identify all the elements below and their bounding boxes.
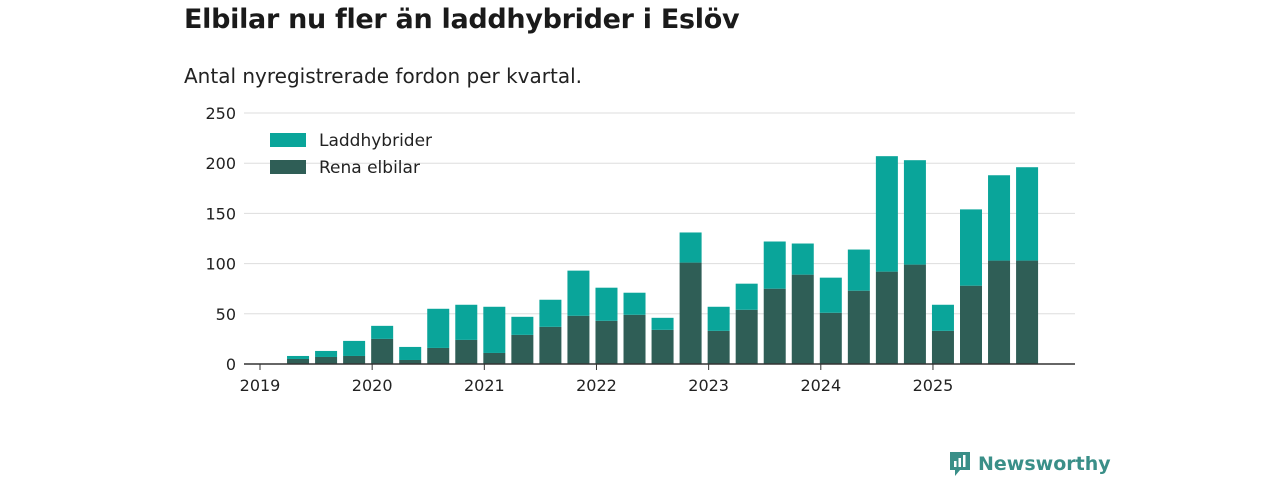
y-axis-ticks: 0 50 100 150 200 250 bbox=[205, 104, 236, 374]
y-tick-label: 0 bbox=[226, 355, 236, 374]
bar-elbilar bbox=[567, 315, 590, 364]
x-axis-ticks: 2019 2020 2021 2022 2023 2024 2025 bbox=[240, 364, 954, 395]
bar-elbilar bbox=[707, 330, 730, 364]
bar-laddhybrider bbox=[960, 209, 982, 286]
brand-logo: Newsworthy bbox=[948, 450, 1111, 478]
bar-laddhybrider bbox=[931, 304, 954, 331]
bar-elbilar bbox=[371, 338, 394, 364]
bar-laddhybrider bbox=[763, 241, 786, 289]
bar-laddhybrider bbox=[483, 306, 506, 353]
chart-title: Elbilar nu fler än laddhybrider i Eslöv bbox=[184, 4, 740, 35]
legend-swatch bbox=[270, 160, 306, 174]
bar-elbilar bbox=[623, 314, 646, 364]
bar-elbilar bbox=[875, 271, 898, 364]
bar-laddhybrider bbox=[847, 249, 870, 291]
bar-laddhybrider bbox=[315, 350, 338, 357]
y-tick-label: 200 bbox=[205, 154, 236, 173]
bar-laddhybrider bbox=[875, 156, 898, 272]
y-tick-label: 150 bbox=[205, 204, 236, 223]
bars bbox=[287, 156, 1039, 364]
legend-swatch bbox=[270, 133, 306, 147]
bar-laddhybrider bbox=[1016, 167, 1039, 261]
bar-laddhybrider bbox=[595, 287, 618, 321]
x-tick-label: 2020 bbox=[352, 376, 393, 395]
bar-laddhybrider bbox=[343, 340, 366, 356]
bar-laddhybrider bbox=[455, 304, 478, 340]
bar-elbilar bbox=[399, 359, 422, 364]
bar-laddhybrider bbox=[567, 270, 590, 316]
grid-lines bbox=[244, 112, 1075, 315]
bar-elbilar bbox=[595, 320, 618, 364]
bar-elbilar bbox=[931, 330, 954, 364]
legend-label: Rena elbilar bbox=[319, 158, 420, 178]
bar-elbilar bbox=[651, 329, 674, 364]
y-tick-label: 250 bbox=[205, 104, 236, 123]
bar-elbilar bbox=[763, 288, 786, 364]
bar-elbilar bbox=[483, 352, 506, 364]
bar-laddhybrider bbox=[819, 277, 842, 313]
legend: Laddhybrider Rena elbilar bbox=[270, 131, 432, 178]
x-tick-label: 2025 bbox=[913, 376, 954, 395]
bar-elbilar bbox=[679, 262, 702, 364]
x-tick-label: 2021 bbox=[464, 376, 505, 395]
bar-laddhybrider bbox=[707, 306, 730, 331]
bar-elbilar bbox=[343, 355, 366, 364]
bar-elbilar bbox=[819, 312, 842, 364]
stacked-bar-chart: 0 50 100 150 200 250 2019 2020 2021 2022 2023 2024… bbox=[205, 104, 1075, 395]
bar-laddhybrider bbox=[791, 243, 814, 275]
chart-subtitle: Antal nyregistrerade fordon per kvartal. bbox=[184, 64, 583, 88]
bar-laddhybrider bbox=[427, 308, 450, 348]
y-tick-label: 100 bbox=[205, 255, 236, 274]
y-tick-label: 50 bbox=[216, 305, 236, 324]
bar-elbilar bbox=[960, 285, 982, 364]
bar-elbilar bbox=[988, 260, 1011, 364]
bar-laddhybrider bbox=[539, 299, 562, 327]
bar-laddhybrider bbox=[735, 283, 758, 310]
bar-elbilar bbox=[903, 264, 926, 364]
x-tick-label: 2023 bbox=[688, 376, 729, 395]
newsworthy-icon bbox=[950, 452, 970, 476]
bar-laddhybrider bbox=[903, 160, 926, 265]
legend-label: Laddhybrider bbox=[319, 131, 432, 151]
brand-name: Newsworthy bbox=[978, 453, 1111, 475]
x-tick-label: 2024 bbox=[800, 376, 841, 395]
bar-laddhybrider bbox=[399, 346, 422, 360]
bar-elbilar bbox=[847, 290, 870, 364]
bar-laddhybrider bbox=[988, 175, 1011, 261]
bar-laddhybrider bbox=[623, 292, 646, 315]
bar-laddhybrider bbox=[679, 232, 702, 263]
bar-laddhybrider bbox=[371, 325, 394, 339]
bar-elbilar bbox=[427, 347, 450, 364]
bar-elbilar bbox=[539, 326, 562, 364]
x-tick-label: 2019 bbox=[240, 376, 281, 395]
bar-laddhybrider bbox=[651, 317, 674, 330]
bar-elbilar bbox=[315, 356, 338, 364]
bar-elbilar bbox=[791, 274, 814, 364]
bar-laddhybrider bbox=[287, 355, 310, 359]
x-tick-label: 2022 bbox=[576, 376, 617, 395]
bar-elbilar bbox=[1016, 260, 1039, 364]
bar-laddhybrider bbox=[511, 316, 534, 335]
bar-elbilar bbox=[735, 309, 758, 364]
bar-elbilar bbox=[287, 358, 310, 364]
bar-elbilar bbox=[455, 339, 478, 364]
bar-elbilar bbox=[511, 334, 534, 364]
